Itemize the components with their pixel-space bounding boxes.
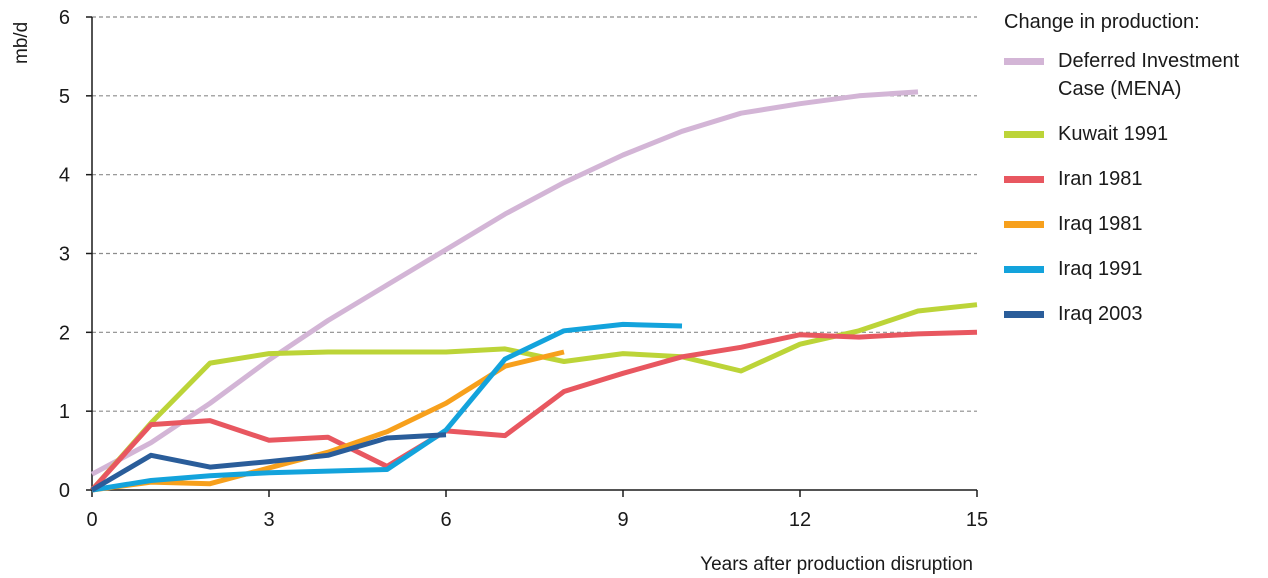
- y-tick-label: 0: [59, 480, 70, 502]
- legend-swatch: [1004, 176, 1044, 183]
- legend-swatch: [1004, 221, 1044, 228]
- legend-item-kuwait-1991: Kuwait 1991: [1004, 120, 1266, 148]
- y-tick-label: 5: [59, 86, 70, 108]
- series-line-iraq-1981: [91, 349, 565, 493]
- x-tick-label: 0: [86, 509, 97, 531]
- y-tick-label: 3: [59, 244, 70, 266]
- legend-label: Iraq 1981: [1058, 213, 1143, 235]
- x-tick-label: 9: [617, 509, 628, 531]
- legend-item-iraq-1991: Iraq 1991: [1004, 255, 1266, 283]
- legend-swatch: [1004, 266, 1044, 273]
- x-tick-label: 15: [966, 509, 988, 531]
- y-tick-label: 2: [59, 322, 70, 344]
- legend-swatch: [1004, 58, 1044, 65]
- x-axis-title: Years after production disruption: [700, 554, 973, 575]
- series: [90, 89, 978, 493]
- series-line-iran-1981: [90, 329, 978, 492]
- legend-swatch: [1004, 131, 1044, 138]
- series-line-iraq-2003: [90, 432, 447, 493]
- y-axis-title: mb/d: [11, 22, 32, 64]
- legend-label: Iran 1981: [1058, 168, 1143, 190]
- y-tick-label: 1: [59, 401, 70, 423]
- x-tick-label: 12: [789, 509, 811, 531]
- legend-item-iraq-1981: Iraq 1981: [1004, 210, 1266, 238]
- x-tick-label: 3: [263, 509, 274, 531]
- y-tick-label: 4: [59, 165, 70, 187]
- legend-item-iraq-2003: Iraq 2003: [1004, 300, 1266, 328]
- series-line-deferred-investment-case-mena: [90, 89, 919, 477]
- legend-swatch: [1004, 311, 1044, 318]
- legend-item-deferred-investment: Deferred Investment Case (MENA): [1004, 47, 1266, 103]
- legend-label: Iraq 1991: [1058, 258, 1143, 280]
- gridlines: [92, 16, 977, 412]
- x-tick-label: 6: [440, 509, 451, 531]
- legend-title: Change in production:: [1004, 11, 1200, 33]
- y-tick-label: 6: [59, 7, 70, 29]
- legend-item-iran-1981: Iran 1981: [1004, 165, 1266, 193]
- legend: Change in production: Deferred Investmen…: [1004, 8, 1266, 345]
- series-line-iraq-1991: [91, 321, 683, 493]
- legend-label: Kuwait 1991: [1058, 123, 1169, 145]
- legend-label: Iraq 2003: [1058, 303, 1143, 325]
- legend-label: Deferred Investment Case (MENA): [1058, 50, 1240, 100]
